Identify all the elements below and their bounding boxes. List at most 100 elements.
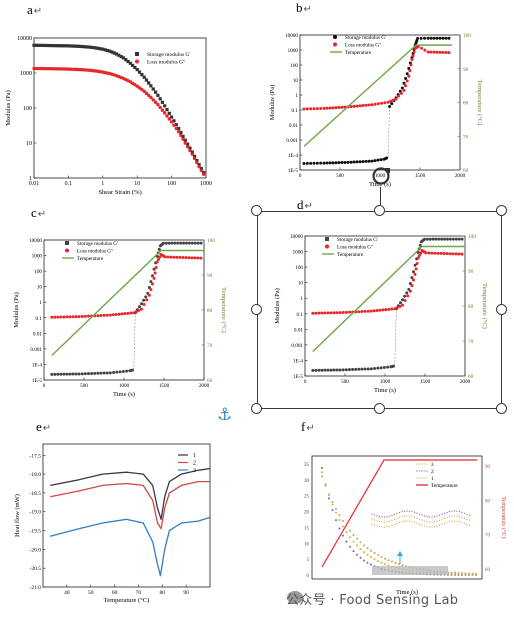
- data-point-b: [355, 160, 359, 164]
- data-point-c: [187, 256, 191, 260]
- data-point-f: [436, 520, 438, 522]
- data-point-b: [309, 161, 313, 165]
- transition-dash-c: [133, 312, 136, 370]
- resize-handle-top-right[interactable]: [496, 205, 507, 216]
- data-point-f: [393, 513, 396, 516]
- y2-axis-label-c: Temperature (°C): [220, 287, 227, 333]
- data-point-b: [402, 81, 406, 85]
- data-point-c: [65, 372, 69, 376]
- data-point-b: [319, 107, 323, 111]
- data-point-c: [96, 371, 100, 375]
- data-point-c: [77, 372, 81, 376]
- x-tick-label-a: 0.1: [65, 181, 73, 187]
- y-tick-label-d: 1: [300, 296, 303, 302]
- resize-handle-middle-left[interactable]: [251, 304, 262, 315]
- legend-label-b: Temperature: [345, 50, 372, 56]
- data-point-a: [201, 172, 206, 176]
- data-point-c: [137, 305, 141, 309]
- highlight-window-f: [372, 566, 448, 575]
- data-point-f: [376, 520, 378, 522]
- data-point-a: [195, 160, 199, 165]
- data-point-d: [415, 261, 419, 265]
- data-point-f: [431, 521, 433, 523]
- legend-label-c: Temperature: [77, 256, 104, 262]
- anchor-icon[interactable]: ⚓: [217, 405, 233, 425]
- data-point-a: [195, 158, 199, 163]
- data-point-d: [451, 252, 455, 256]
- legend-label-c: Loss modulus G'': [77, 249, 113, 255]
- legend-swatch-d: [325, 237, 329, 241]
- rotate-handle-icon[interactable]: [370, 165, 392, 187]
- data-point-c: [74, 315, 78, 319]
- data-point-a: [43, 43, 48, 48]
- data-point-a: [34, 43, 38, 47]
- data-point-f: [396, 522, 398, 525]
- data-point-d: [369, 309, 373, 313]
- image-selection-frame[interactable]: [257, 211, 502, 409]
- y-axis-label-c: Modulus (Pa): [13, 292, 20, 328]
- x-tick-label-b: 500: [336, 173, 344, 179]
- resize-handle-bottom-center[interactable]: [374, 403, 385, 414]
- data-point-d: [408, 281, 412, 285]
- data-point-b: [402, 88, 406, 92]
- data-point-c: [105, 313, 109, 317]
- resize-handle-top-center[interactable]: [374, 205, 385, 216]
- data-point-b: [305, 161, 309, 165]
- data-point-f: [378, 515, 381, 518]
- data-point-a: [94, 46, 98, 50]
- x-tick-label-e: 40: [64, 590, 70, 596]
- y-tick-label-d: 0.001: [291, 343, 303, 349]
- data-point-c: [149, 280, 153, 284]
- data-point-f: [380, 561, 383, 564]
- data-point-d: [357, 367, 361, 371]
- resize-handle-bottom-left[interactable]: [251, 403, 262, 414]
- data-point-b: [358, 160, 362, 164]
- data-point-f: [328, 497, 330, 500]
- data-point-b: [426, 50, 430, 54]
- x-tick-label-b: 1000: [375, 173, 386, 179]
- data-point-b: [319, 161, 323, 165]
- y-tick-label-f: 20: [304, 511, 310, 516]
- legend-swatch-a: [135, 52, 139, 56]
- data-point-d: [381, 308, 385, 312]
- data-point-b: [400, 86, 404, 90]
- y-tick-label-f: 15: [304, 526, 310, 531]
- data-point-f: [321, 475, 323, 478]
- data-point-a: [158, 105, 162, 110]
- data-point-f: [454, 571, 456, 574]
- data-point-c: [152, 267, 156, 271]
- resize-handle-top-left[interactable]: [251, 205, 262, 216]
- data-point-f: [446, 516, 448, 518]
- legend-label-a: Loss modulus G'': [147, 60, 185, 66]
- data-point-a: [169, 120, 174, 124]
- data-point-b: [408, 69, 412, 73]
- data-point-d: [434, 237, 438, 241]
- data-point-c: [184, 241, 188, 245]
- data-point-d: [419, 251, 423, 255]
- resize-handle-bottom-right[interactable]: [496, 403, 507, 414]
- data-point-c: [125, 369, 129, 373]
- legend-label-d: Temperature: [337, 252, 364, 258]
- data-point-f: [461, 511, 463, 513]
- data-point-b: [441, 36, 445, 40]
- resize-handle-middle-right[interactable]: [496, 304, 507, 315]
- data-point-d: [410, 284, 414, 288]
- data-point-f: [403, 515, 406, 517]
- data-point-f: [401, 511, 403, 513]
- data-point-d: [413, 272, 417, 276]
- data-point-c: [130, 368, 134, 372]
- data-point-d: [344, 368, 348, 372]
- data-point-f: [406, 515, 408, 517]
- data-point-b: [386, 100, 390, 104]
- data-point-a: [174, 123, 178, 127]
- data-point-f: [446, 511, 448, 513]
- data-point-b: [376, 102, 380, 106]
- x-tick-label-b: 0: [299, 173, 302, 179]
- legend-swatch-d: [325, 244, 329, 249]
- data-point-b: [404, 76, 408, 80]
- data-point-b: [373, 159, 377, 163]
- data-point-c: [187, 241, 191, 245]
- data-point-d: [332, 311, 336, 315]
- data-point-c: [161, 241, 165, 245]
- data-point-f: [457, 572, 460, 575]
